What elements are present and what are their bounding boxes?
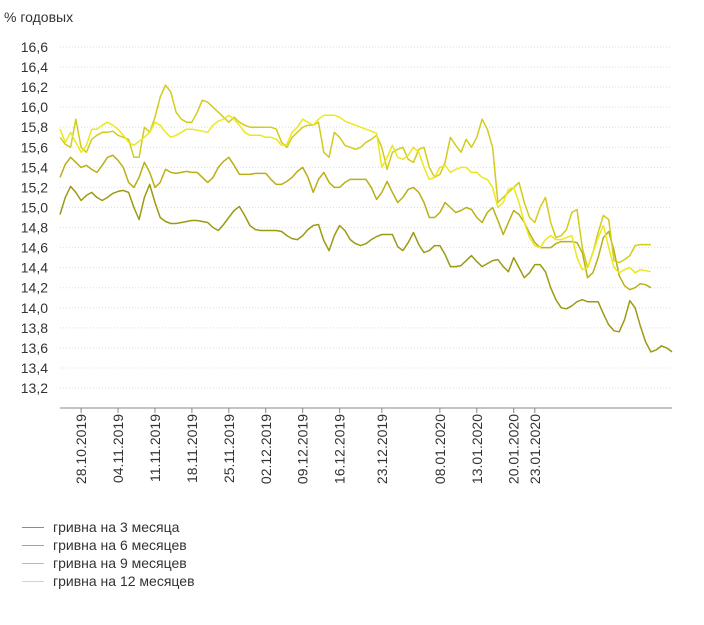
x-tick-label: 09.12.2019 — [295, 414, 311, 484]
legend-swatch — [22, 562, 44, 564]
x-tick-label: 25.11.2019 — [221, 414, 237, 483]
legend-item: гривна на 12 месяцев — [22, 572, 195, 590]
y-tick-label: 16,0 — [21, 99, 48, 115]
y-tick-label: 13,6 — [21, 340, 48, 356]
series-line-3 — [59, 84, 651, 269]
x-tick-label: 20.01.2020 — [506, 414, 522, 484]
legend-label: гривна на 6 месяцев — [53, 537, 187, 553]
y-tick-label: 14,4 — [21, 260, 48, 276]
legend-item: гривна на 3 месяца — [22, 518, 195, 536]
y-tick-label: 15,0 — [21, 199, 48, 215]
series-line-2 — [59, 154, 652, 291]
chart-grid — [60, 46, 672, 389]
y-tick-label: 14,6 — [21, 240, 48, 256]
y-tick-labels: 16,6 16,4 16,2 16,0 15,8 15,6 15,4 15,2 15,0 14,8… — [21, 39, 48, 396]
y-tick-label: 13,2 — [21, 380, 48, 396]
y-tick-label: 15,6 — [21, 139, 48, 155]
x-tick-label: 11.11.2019 — [147, 414, 163, 482]
y-tick-label: 15,8 — [21, 119, 48, 135]
x-tick-label: 23.12.2019 — [374, 414, 390, 484]
y-tick-label: 15,2 — [21, 179, 48, 195]
legend-item: гривна на 6 месяцев — [22, 536, 195, 554]
x-tick-label: 16.12.2019 — [332, 414, 348, 484]
legend-label: гривна на 3 месяца — [53, 519, 180, 535]
legend-label: гривна на 12 месяцев — [53, 573, 195, 589]
x-tick-labels: 28.10.2019 04.11.2019 11.11.2019 18.11.2019… — [73, 408, 543, 484]
x-tick-label: 28.10.2019 — [73, 414, 89, 484]
series-line-1 — [59, 183, 673, 353]
chart-legend: гривна на 3 месяца гривна на 6 месяцев г… — [22, 518, 195, 590]
x-tick-label: 23.01.2020 — [527, 414, 543, 484]
x-tick-label: 02.12.2019 — [258, 414, 274, 484]
y-tick-label: 14,0 — [21, 300, 48, 316]
legend-swatch — [22, 526, 44, 528]
y-tick-label: 15,4 — [21, 159, 48, 175]
line-chart: % годовых 16,6 16,4 16,2 16,0 15,8 15,6 15,4 15… — [4, 9, 673, 484]
y-tick-label: 13,4 — [21, 360, 48, 376]
y-tick-label: 14,8 — [21, 220, 48, 236]
legend-swatch — [22, 580, 44, 582]
x-tick-label: 08.01.2020 — [432, 414, 448, 484]
y-tick-label: 13,8 — [21, 320, 48, 336]
y-tick-label: 14,2 — [21, 280, 48, 296]
y-tick-label: 16,6 — [21, 39, 48, 55]
x-tick-label: 18.11.2019 — [184, 414, 200, 483]
y-axis-label: % годовых — [4, 9, 73, 25]
y-tick-label: 16,2 — [21, 79, 48, 95]
legend-item: гривна на 9 месяцев — [22, 554, 195, 572]
legend-label: гривна на 9 месяцев — [53, 555, 187, 571]
x-tick-label: 13.01.2020 — [469, 414, 485, 484]
y-tick-label: 16,4 — [21, 59, 48, 75]
chart-series — [59, 84, 673, 353]
series-line-4 — [59, 114, 652, 274]
legend-swatch — [22, 544, 44, 546]
x-tick-label: 04.11.2019 — [110, 414, 126, 483]
